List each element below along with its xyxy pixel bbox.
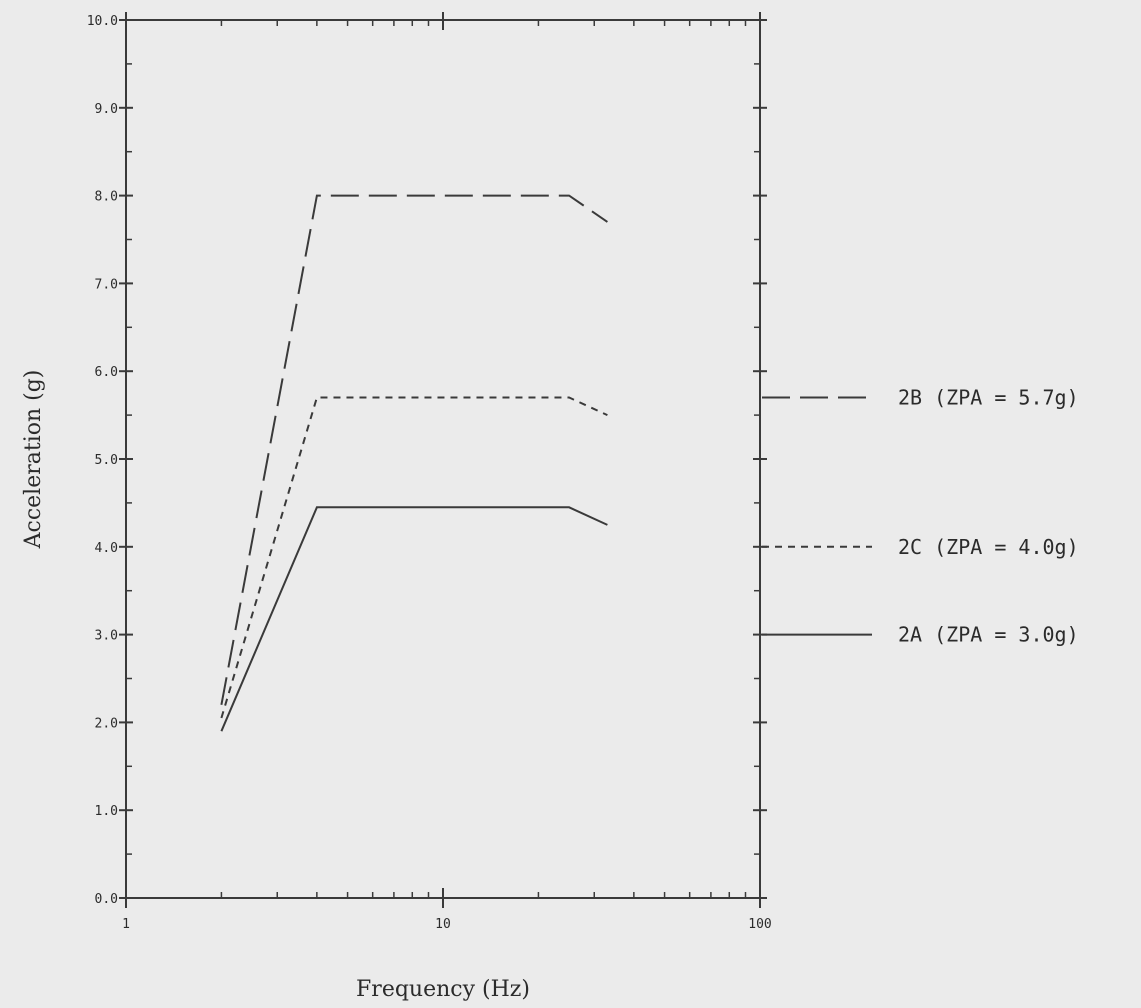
x-axis-title: Frequency (Hz) [356,977,530,1002]
y-tick-label: 4.0 [95,541,118,556]
y-tick-label: 6.0 [95,365,118,380]
y-tick-label: 2.0 [95,716,118,731]
series-line-dotted [220,396,608,719]
series-line-dashed [220,194,608,705]
legend-label: 2C (ZPA = 4.0g) [898,535,1079,559]
y-tick-label: 0.0 [95,892,118,907]
y-tick-label: 9.0 [95,102,118,117]
legend-label: 2B (ZPA = 5.7g) [898,386,1079,410]
series-line-solid [220,506,608,732]
y-tick-label: 7.0 [95,277,118,292]
x-tick-label: 1 [122,917,130,932]
y-tick-label: 1.0 [95,804,118,819]
y-tick-label: 8.0 [95,190,118,205]
x-tick-label: 100 [748,917,771,932]
y-tick-label: 5.0 [95,453,118,468]
y-tick-label: 3.0 [95,629,118,644]
x-tick-label: 10 [435,917,451,932]
y-axis-title: Acceleration (g) [21,370,46,550]
y-tick-label: 10.0 [87,14,118,29]
legend-label: 2A (ZPA = 3.0g) [898,623,1079,647]
plot-frame [125,19,761,899]
